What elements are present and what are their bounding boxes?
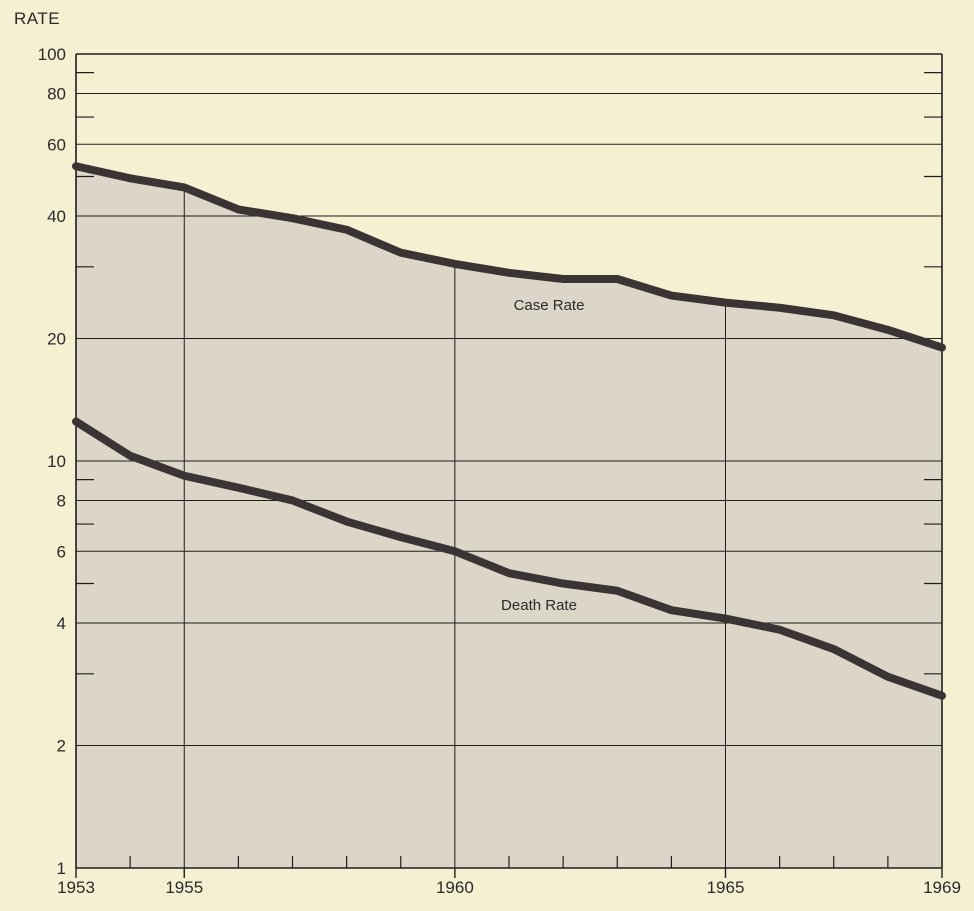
y-tick-label: 4 xyxy=(57,614,66,633)
x-tick-label: 1953 xyxy=(57,878,95,897)
series-label-case-rate: Case Rate xyxy=(514,297,585,314)
y-tick-label: 20 xyxy=(47,329,66,348)
y-tick-label: 10 xyxy=(47,452,66,471)
label-layer: 1 2 4 6 8 10 20 40 60 80 100 1953 1955 1960 1965 1969 Ca… xyxy=(38,45,961,897)
y-tick-label: 6 xyxy=(57,542,66,561)
tick-layer xyxy=(75,72,943,878)
y-tick-label: 40 xyxy=(47,207,66,226)
y-tick-label: 80 xyxy=(47,84,66,103)
grid-layer xyxy=(75,53,943,869)
series-layer xyxy=(72,162,946,700)
series-label-death-rate: Death Rate xyxy=(501,597,577,614)
y-tick-label: 1 xyxy=(57,859,66,878)
x-tick-label: 1969 xyxy=(923,878,961,897)
x-tick-label: 1955 xyxy=(165,878,203,897)
series-line-case-rate xyxy=(72,162,946,352)
y-tick-label: 60 xyxy=(47,135,66,154)
x-tick-label: 1965 xyxy=(707,878,745,897)
x-tick-label: 1960 xyxy=(436,878,474,897)
y-axis-title: RATE xyxy=(14,9,60,28)
series-line-death-rate xyxy=(72,417,946,700)
y-tick-label: 100 xyxy=(38,45,66,64)
y-tick-label: 8 xyxy=(57,491,66,510)
y-tick-label: 2 xyxy=(57,736,66,755)
